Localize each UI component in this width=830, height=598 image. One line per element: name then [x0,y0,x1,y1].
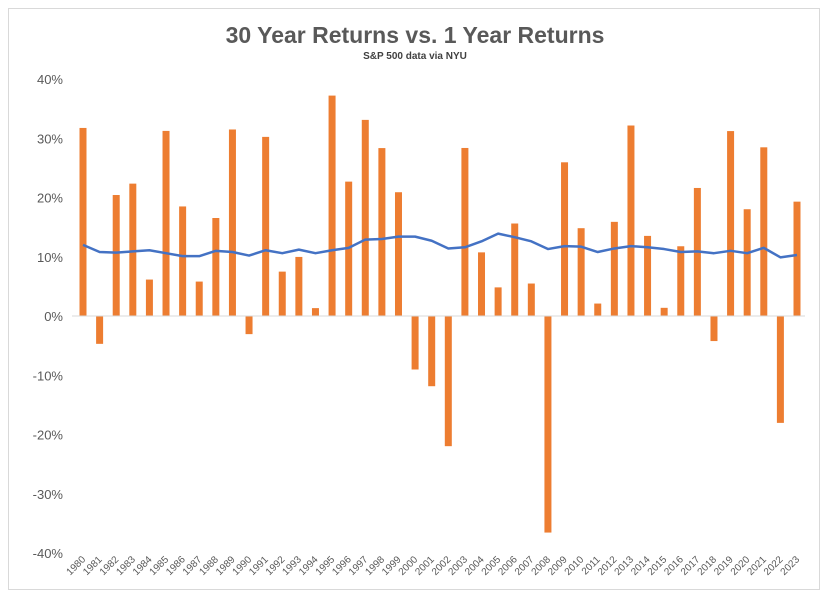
bar-1999 [394,192,402,316]
y-tick-label: -20% [33,428,64,443]
bar-1989 [228,129,236,316]
bar-1984 [145,279,153,316]
bar-1998 [378,148,386,316]
bar-2005 [494,287,502,316]
bar-2012 [610,221,618,316]
y-tick-label: 10% [37,250,63,265]
bar-2003 [461,147,469,316]
bar-2010 [577,228,585,316]
bar-2022 [776,316,784,423]
bar-2020 [743,209,751,316]
bar-2021 [760,147,768,316]
y-tick-label: 20% [37,191,63,206]
bar-2002 [444,316,452,447]
y-tick-label: -30% [33,487,64,502]
bar-2007 [527,283,535,316]
bar-2015 [660,307,668,316]
x-tick-label: 2023 [779,554,803,578]
chart-frame [8,8,820,590]
bar-2016 [677,246,685,316]
bar-1991 [262,136,270,316]
chart-title: 30 Year Returns vs. 1 Year Returns [225,22,605,48]
bar-1995 [328,95,336,316]
bar-2008 [544,316,552,533]
bar-1992 [278,271,286,316]
y-tick-label: 30% [37,131,63,146]
bar-2013 [627,125,635,316]
bar-2014 [644,235,652,316]
bar-2011 [594,303,602,316]
bar-2009 [561,162,569,316]
bar-2006 [511,223,519,316]
bar-1981 [96,316,104,344]
bar-1982 [112,195,120,316]
bar-2001 [428,316,436,387]
bar-1997 [361,119,369,316]
bar-1987 [195,281,203,316]
bar-1983 [129,183,137,316]
line-series [82,232,798,259]
bar-1985 [162,130,170,316]
bar-2018 [710,316,718,342]
bar-1990 [245,316,253,335]
y-tick-label: -40% [33,546,64,561]
y-tick-label: -10% [33,368,64,383]
chart-subtitle: S&P 500 data via NYU [363,51,467,62]
bar-2000 [411,316,419,370]
bar-1980 [79,127,87,317]
bar-2019 [727,131,735,316]
y-tick-label: 0% [44,309,63,324]
bar-1988 [212,218,220,316]
bar-1993 [295,256,303,316]
bar-2023 [793,201,801,316]
bar-1986 [179,206,187,316]
bar-2004 [478,252,486,316]
y-tick-label: 40% [37,72,63,87]
bar-1994 [311,308,319,316]
